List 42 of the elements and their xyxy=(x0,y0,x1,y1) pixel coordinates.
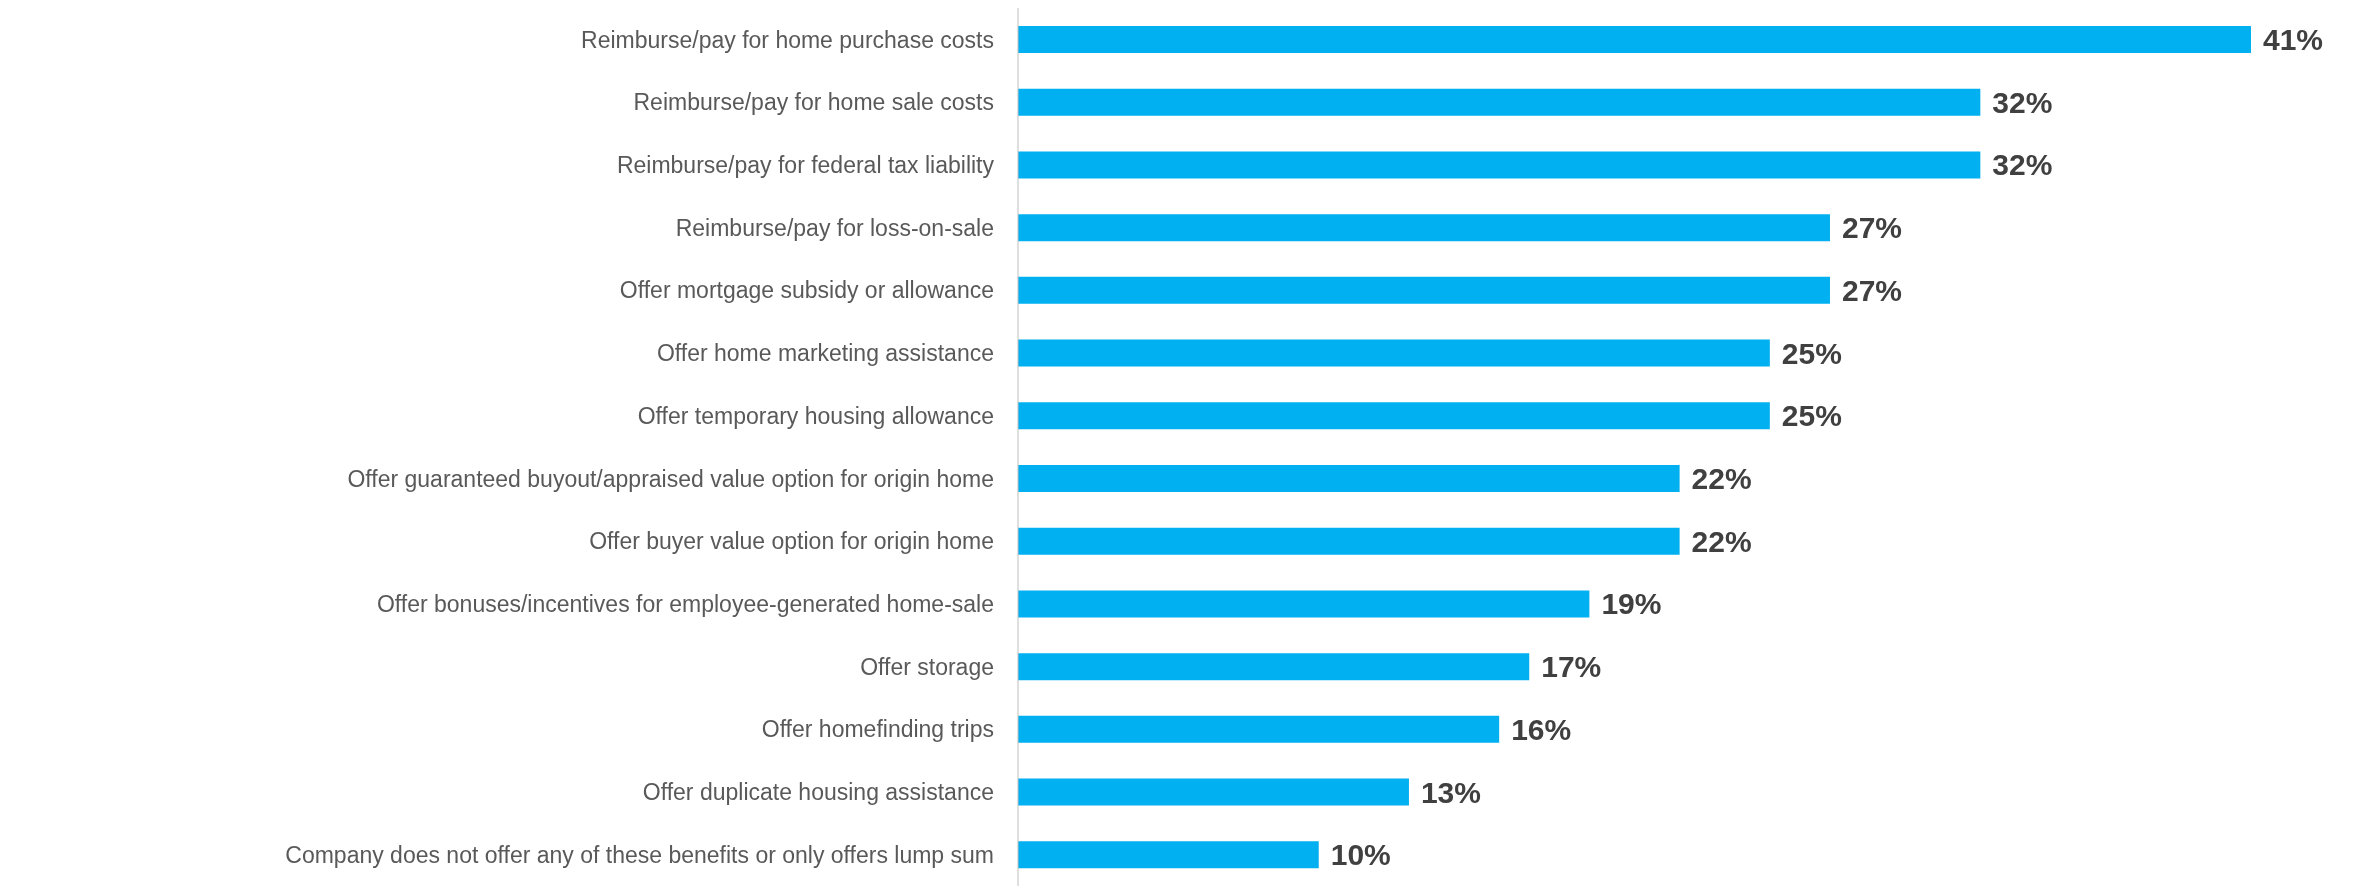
data-label: 10% xyxy=(1330,838,1391,872)
data-label: 41% xyxy=(2263,23,2324,56)
y-tick-label: Reimburse/pay for federal tax liability xyxy=(616,151,995,178)
data-label: 13% xyxy=(1420,775,1481,809)
bar xyxy=(1018,841,1319,869)
data-label: 19% xyxy=(1601,587,1662,621)
bar xyxy=(1018,715,1500,743)
y-tick-label: Reimburse/pay for loss-on-sale xyxy=(675,214,994,241)
data-label: 17% xyxy=(1541,650,1602,684)
data-label: 27% xyxy=(1841,211,1903,245)
y-tick-label: Offer guaranteed buyout/appraised value option for origin home xyxy=(347,465,994,492)
data-label: 16% xyxy=(1511,712,1572,746)
bar xyxy=(1018,151,1981,179)
bar xyxy=(1018,402,1770,430)
y-tick-label: Offer bonuses/incentives for employee-generated home-sale xyxy=(376,590,994,617)
data-label: 22% xyxy=(1691,462,1752,495)
bar xyxy=(1018,527,1680,555)
bar xyxy=(1018,214,1830,242)
y-tick-label: Reimburse/pay for home sale costs xyxy=(633,89,994,116)
data-label: 22% xyxy=(1691,524,1752,558)
data-label: 32% xyxy=(1992,148,2053,182)
y-tick-label: Offer buyer value option for origin home xyxy=(589,528,994,555)
y-tick-label: Offer mortgage subsidy or allowance xyxy=(619,277,994,304)
bar xyxy=(1018,88,1981,116)
bar xyxy=(1018,276,1830,304)
y-tick-label: Company does not offer any of these benefits or only offers lump sum xyxy=(285,841,994,868)
y-tick-label: Reimburse/pay for home purchase costs xyxy=(581,26,994,53)
y-tick-label: Offer storage xyxy=(860,653,994,680)
y-tick-label: Offer temporary housing allowance xyxy=(637,402,994,429)
bar xyxy=(1018,465,1680,492)
bar xyxy=(1018,339,1770,367)
y-tick-label: Offer duplicate housing assistance xyxy=(642,779,994,806)
bar xyxy=(1018,26,2251,53)
y-tick-label: Offer home marketing assistance xyxy=(656,340,994,367)
data-label: 25% xyxy=(1781,336,1842,370)
bar xyxy=(1018,653,1530,681)
data-label: 32% xyxy=(1992,85,2053,119)
data-label: 25% xyxy=(1781,399,1842,433)
bar xyxy=(1018,778,1409,806)
bar xyxy=(1018,590,1590,618)
data-label: 27% xyxy=(1841,273,1903,307)
y-tick-label: Offer homefinding trips xyxy=(761,716,994,743)
